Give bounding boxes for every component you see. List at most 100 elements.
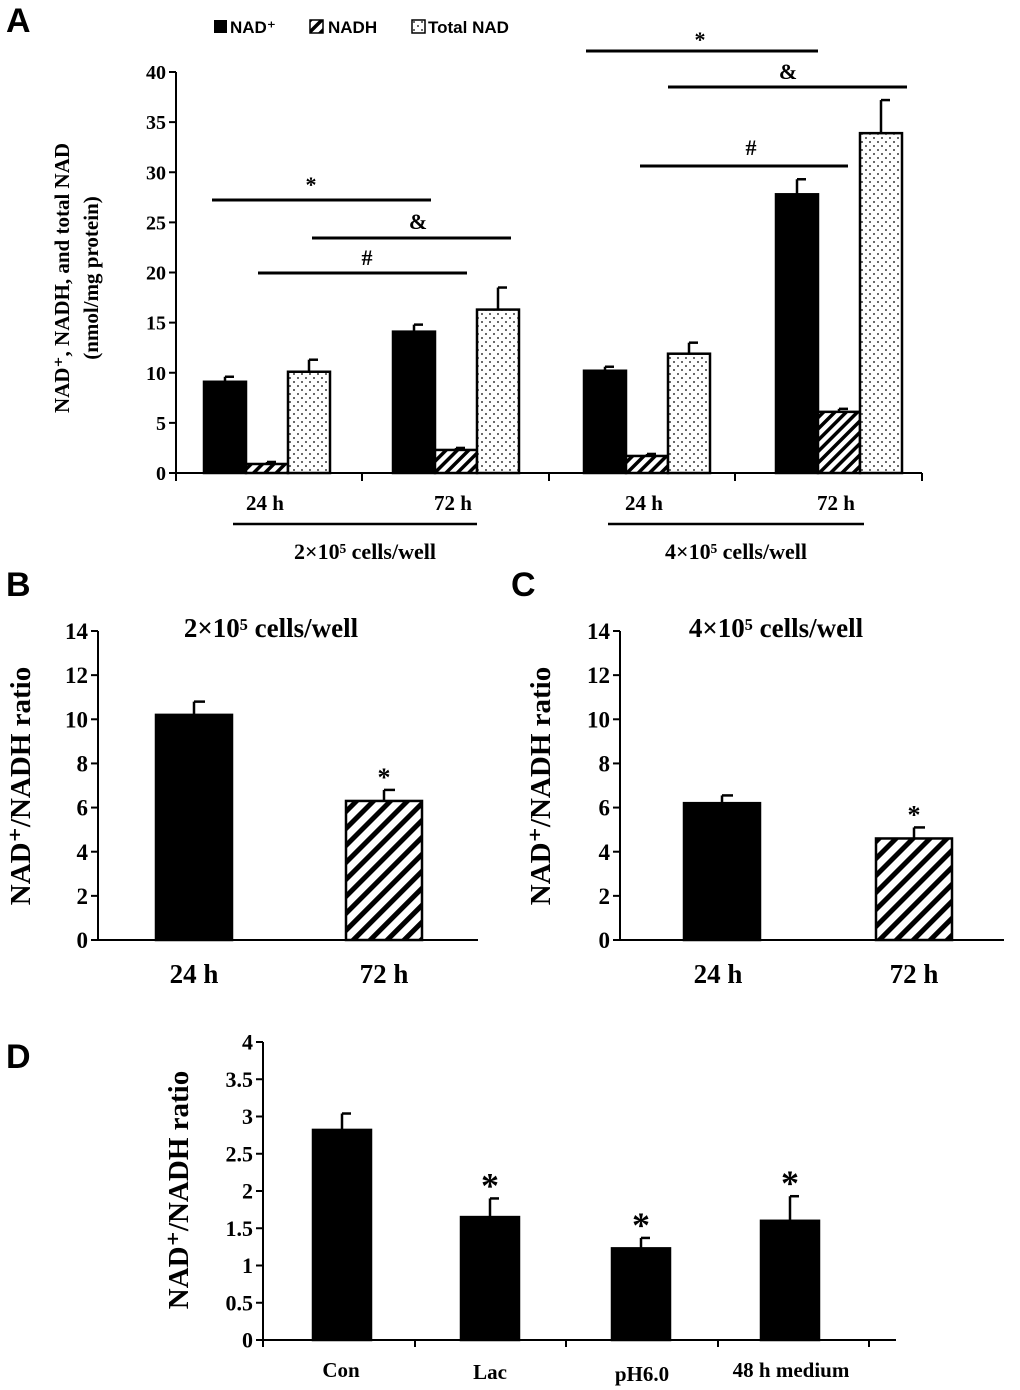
bar-b-2 <box>344 799 424 942</box>
sig-label-d-2: * <box>481 1165 499 1205</box>
x-tick-label-a-1: 24 h <box>246 491 284 515</box>
legend-label-total: Total NAD <box>428 18 509 37</box>
bar-a-nadh-1 <box>244 462 290 475</box>
c-y-tick-label-5: 10 <box>587 707 610 732</box>
group-label-a-1: 2×10⁵ cells/well <box>294 539 436 564</box>
bar-d-3 <box>610 1247 672 1342</box>
x-tick-label-b-2: 72 h <box>360 959 409 989</box>
c-y-tick-label-7: 14 <box>587 619 611 644</box>
group-label-a-2: 4×10⁵ cells/well <box>665 539 807 564</box>
sig-label-c-2: * <box>908 800 921 829</box>
x-tick-label-c-2: 72 h <box>890 959 939 989</box>
d-y-tick-label-4: 2 <box>242 1179 253 1204</box>
d-y-tick-label-2: 1 <box>242 1253 253 1278</box>
a-y-tick-label-6: 30 <box>146 162 166 184</box>
sig-label-a-5: & <box>779 59 797 84</box>
bar-a-total-3 <box>666 352 712 475</box>
d-y-tick-label-5: 2.5 <box>226 1141 254 1166</box>
x-tick-label-d-4: 48 h medium <box>733 1358 850 1382</box>
bar-a-nad-1 <box>202 380 248 475</box>
bar-d-1 <box>311 1128 373 1342</box>
c-y-tick-label-6: 12 <box>587 663 610 688</box>
panel-label-a: A <box>6 2 31 40</box>
bar-a-total-4 <box>858 131 904 475</box>
d-y-tick-label-8: 4 <box>242 1030 253 1055</box>
y-axis-title-a-line2: (nmol/mg protein) <box>79 196 103 360</box>
a-y-tick-label-7: 35 <box>146 112 166 134</box>
legend-label-nad: NAD⁺ <box>230 18 276 37</box>
bar-a-nadh-3 <box>624 454 670 475</box>
legend-label-nadh: NADH <box>328 18 377 37</box>
y-axis-title-a-line1: NAD⁺, NADH, and total NAD <box>50 143 74 413</box>
y-axis-title-d: NAD⁺/NADH ratio <box>163 1071 195 1309</box>
sig-label-d-4: * <box>781 1163 799 1203</box>
b-y-tick-label-1: 2 <box>77 884 89 909</box>
x-tick-label-a-4: 72 h <box>817 491 855 515</box>
b-y-tick-label-4: 8 <box>77 751 89 776</box>
y-axis-title-b: NAD⁺/NADH ratio <box>5 667 37 905</box>
legend-swatch-nadh <box>309 19 324 34</box>
c-y-tick-label-4: 8 <box>599 751 611 776</box>
sig-label-a-2: & <box>409 209 427 234</box>
a-y-tick-label-3: 15 <box>146 313 166 335</box>
b-y-tick-label-2: 4 <box>77 840 89 865</box>
bar-a-nad-3 <box>582 369 628 475</box>
x-tick-label-d-1: Con <box>322 1358 360 1382</box>
b-y-tick-label-3: 6 <box>77 796 89 821</box>
bar-a-nad-2 <box>391 330 437 475</box>
d-y-tick-label-3: 1.5 <box>226 1216 254 1241</box>
legend-swatch-total <box>411 19 426 34</box>
chart-title-c: 4×10⁵ cells/well <box>689 613 864 643</box>
legend-swatch-nad <box>214 20 227 33</box>
panel-label-c: C <box>511 566 536 604</box>
c-y-tick-label-0: 0 <box>599 928 611 953</box>
a-y-tick-label-2: 10 <box>146 363 166 385</box>
bar-c-1 <box>682 801 762 942</box>
chart-d: NAD⁺/NADH ratio 0 0.5 1 1.5 2 2.5 3 3.5 4 * * * Co… <box>163 1030 896 1386</box>
d-y-tick-label-6: 3 <box>242 1104 253 1129</box>
y-axis-title-c: NAD⁺/NADH ratio <box>525 667 557 905</box>
bar-a-total-2 <box>475 308 521 475</box>
sig-label-b-2: * <box>378 763 391 792</box>
sig-label-d-3: * <box>632 1205 650 1245</box>
c-y-tick-label-1: 2 <box>599 884 611 909</box>
d-y-tick-label-1: 0.5 <box>226 1290 254 1315</box>
panel-label-b: B <box>6 566 31 604</box>
a-y-tick-label-8: 40 <box>146 62 166 84</box>
b-y-tick-label-5: 10 <box>65 707 88 732</box>
bar-c-2 <box>874 837 954 942</box>
bar-d-2 <box>459 1215 521 1342</box>
bar-b-1 <box>154 713 234 942</box>
sig-label-a-6: # <box>746 135 757 160</box>
b-y-tick-label-0: 0 <box>77 928 89 953</box>
x-tick-label-a-2: 72 h <box>434 491 472 515</box>
x-tick-label-c-1: 24 h <box>694 959 743 989</box>
a-y-tick-label-5: 25 <box>146 212 166 234</box>
a-y-tick-label-4: 20 <box>146 263 166 285</box>
sig-label-a-3: # <box>362 245 373 270</box>
bar-a-nad-4 <box>774 193 820 475</box>
chart-title-b: 2×10⁵ cells/well <box>184 613 359 643</box>
a-y-tick-label-1: 5 <box>156 413 166 435</box>
sig-label-a-4: * <box>695 27 706 52</box>
x-tick-label-b-1: 24 h <box>170 959 219 989</box>
bar-d-4 <box>759 1219 821 1342</box>
c-y-tick-label-3: 6 <box>599 796 611 821</box>
d-y-tick-label-0: 0 <box>242 1328 253 1353</box>
x-tick-label-a-3: 24 h <box>625 491 663 515</box>
bar-a-nadh-2 <box>433 448 479 475</box>
significance-annotations-a: * & # * & # <box>212 27 907 275</box>
sig-label-a-1: * <box>306 172 317 197</box>
bar-a-total-1 <box>286 370 332 475</box>
x-tick-label-d-2: Lac <box>473 1360 507 1384</box>
b-y-tick-label-6: 12 <box>65 663 88 688</box>
bar-a-nadh-4 <box>816 410 862 475</box>
x-tick-label-d-3: pH6.0 <box>615 1362 669 1386</box>
b-y-tick-label-7: 14 <box>65 619 89 644</box>
chart-c: 4×10⁵ cells/well NAD⁺/NADH ratio 0 2 4 6 8 10… <box>525 613 1004 989</box>
legend-a: NAD⁺ NADH Total NAD <box>214 18 509 37</box>
chart-b: 2×10⁵ cells/well NAD⁺/NADH ratio 0 2 4 6 8 10… <box>5 613 478 989</box>
d-y-tick-label-7: 3.5 <box>226 1067 254 1092</box>
panel-label-d: D <box>6 1038 31 1076</box>
